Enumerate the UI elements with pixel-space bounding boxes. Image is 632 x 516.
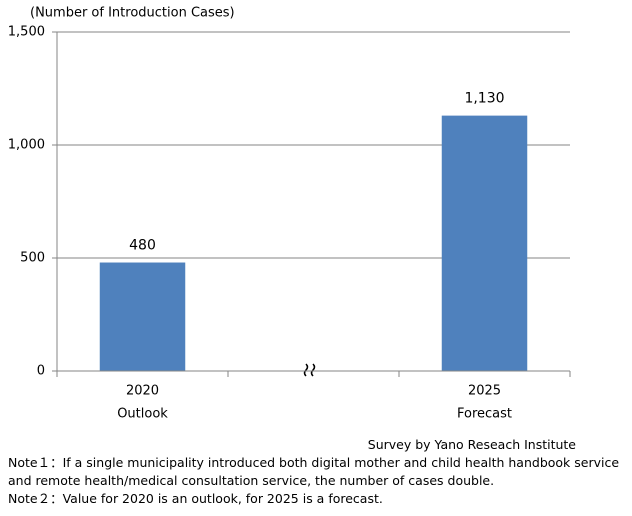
note-line: Note１：If a single municipality introduce… (8, 455, 620, 470)
note-line: and remote health/medical consultation s… (8, 473, 495, 488)
x-tick-sublabel: Forecast (457, 407, 512, 422)
x-tick-label: 2025 (468, 384, 501, 399)
chart: (Number of Introduction Cases) 0 500 1,000… (8, 6, 571, 422)
value-label: 1,130 (464, 91, 504, 107)
y-axis-label: (Number of Introduction Cases) (30, 6, 235, 21)
x-tick-sublabel: Outlook (117, 407, 168, 422)
source: Survey by Yano Reseach Institute (367, 437, 576, 452)
notes: Survey by Yano Reseach Institute Note１：I… (8, 436, 628, 508)
y-tick-label: 500 (20, 251, 45, 266)
value-label: 480 (129, 238, 156, 254)
y-tick-label: 1,500 (8, 25, 45, 40)
y-tick-label: 0 (37, 364, 45, 379)
axis-break (303, 363, 316, 377)
bar (99, 262, 186, 371)
y-tick-label: 1,000 (8, 138, 45, 153)
note-line: Note２：Value for 2020 is an outlook, for … (8, 491, 383, 506)
bar (441, 115, 528, 372)
x-tick-label: 2020 (126, 384, 159, 399)
